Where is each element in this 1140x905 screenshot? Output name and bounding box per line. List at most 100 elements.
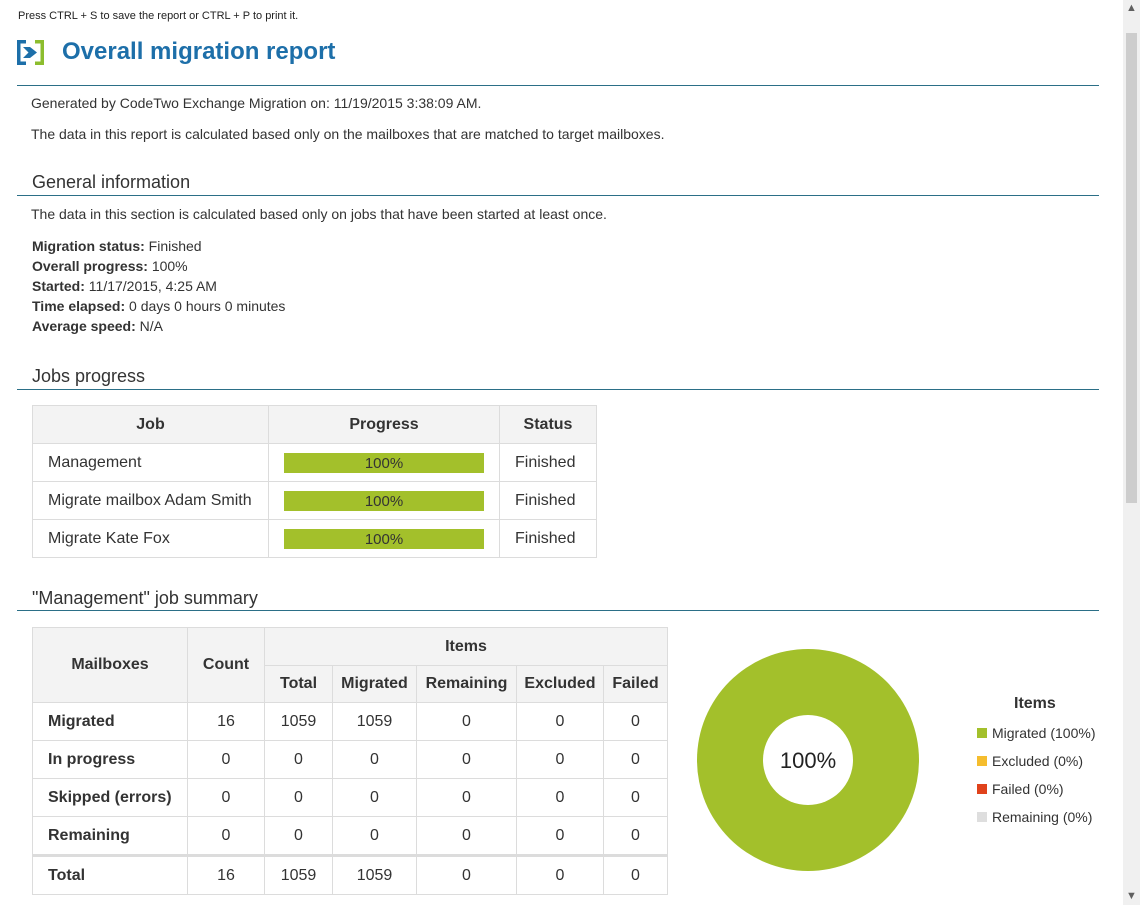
legend-title: Items: [1014, 695, 1056, 712]
job-name: Migrate mailbox Adam Smith: [32, 481, 269, 520]
job-name: Management: [32, 443, 269, 482]
cell: 0: [603, 854, 668, 895]
cell: 1059: [264, 854, 333, 895]
cell: 0: [264, 740, 333, 779]
cell: 0: [416, 778, 517, 817]
cell: 0: [603, 702, 668, 741]
title-divider: [17, 85, 1099, 86]
cell: 0: [332, 778, 417, 817]
table-subheader-row: Total Migrated Remaining Excluded Failed: [33, 665, 668, 703]
table-header-row: Job Progress Status: [32, 405, 597, 444]
progress-fill: [284, 490, 484, 511]
table-row: In progress 0 0 0 0 0 0: [32, 740, 668, 779]
job-summary-heading: "Management" job summary: [32, 588, 258, 608]
chevron-down-icon[interactable]: ▼: [1126, 890, 1137, 902]
col-remaining: Remaining: [416, 665, 517, 703]
average-speed-field: Average speed: N/A: [32, 318, 163, 334]
donut-hole: [763, 715, 853, 805]
job-summary-table: Mailboxes Count Items Total Migrated Rem…: [32, 627, 668, 895]
started-value: 11/17/2015, 4:25 AM: [88, 278, 217, 294]
cell: 0: [603, 778, 668, 817]
table-row: Remaining 0 0 0 0 0 0: [32, 816, 668, 856]
row-label: In progress: [32, 740, 188, 779]
row-label: Remaining: [32, 816, 188, 856]
legend-swatch: [977, 812, 987, 822]
legend-swatch: [977, 784, 987, 794]
vertical-scrollbar[interactable]: ▲ ▼: [1123, 0, 1140, 905]
job-summary-divider: [17, 610, 1099, 611]
save-print-hint: Press CTRL + S to save the report or CTR…: [18, 10, 299, 22]
col-progress: Progress: [268, 405, 500, 444]
job-name: Migrate Kate Fox: [32, 519, 269, 558]
cell: 0: [416, 816, 517, 856]
col-status: Status: [499, 405, 597, 444]
cell: 0: [416, 854, 517, 895]
col-total: Total: [264, 665, 333, 703]
cell: 0: [603, 740, 668, 779]
legend-item-failed: Failed (0%): [977, 781, 1064, 797]
general-info-note: The data in this section is calculated b…: [31, 206, 607, 222]
donut-center-label: 100%: [780, 748, 836, 773]
col-migrated: Migrated: [332, 665, 417, 703]
col-job: Job: [32, 405, 269, 444]
col-failed: Failed: [603, 665, 668, 703]
table-row: Management 100% Finished: [32, 443, 597, 482]
job-status: Finished: [499, 481, 597, 520]
overall-progress-field: Overall progress: 100%: [32, 258, 188, 274]
migration-status-field: Migration status: Finished: [32, 238, 202, 254]
overall-progress-value: 100%: [151, 258, 188, 274]
cell: 0: [516, 854, 604, 895]
cell: 0: [264, 778, 333, 817]
started-field: Started: 11/17/2015, 4:25 AM: [32, 278, 217, 294]
cell: 0: [516, 702, 604, 741]
average-speed-value: N/A: [139, 318, 163, 334]
migration-status-value: Finished: [148, 238, 202, 254]
progress-bar: 100%: [284, 490, 484, 511]
cell: 0: [187, 816, 265, 856]
cell: 0: [187, 778, 265, 817]
job-status: Finished: [499, 443, 597, 482]
generated-text: Generated by CodeTwo Exchange Migration …: [31, 95, 482, 111]
general-info-heading: General information: [32, 172, 191, 192]
general-info-divider: [17, 195, 1099, 196]
job-status: Finished: [499, 519, 597, 558]
cell: 0: [416, 702, 517, 741]
table-row: Migrate Kate Fox 100% Finished: [32, 519, 597, 558]
codetwo-logo-icon: [17, 40, 44, 65]
time-elapsed-field: Time elapsed: 0 days 0 hours 0 minutes: [32, 298, 286, 314]
cell: 0: [516, 816, 604, 856]
jobs-progress-divider: [17, 389, 1099, 390]
cell: 0: [332, 740, 417, 779]
table-row: Migrate mailbox Adam Smith 100% Finished: [32, 481, 597, 520]
progress-bar: 100%: [284, 452, 484, 473]
legend-item-migrated: Migrated (100%): [977, 725, 1096, 741]
col-count: Count: [187, 627, 265, 703]
row-label: Total: [32, 854, 188, 895]
report-note: The data in this report is calculated ba…: [31, 126, 665, 142]
cell: 16: [187, 854, 265, 895]
legend-item-remaining: Remaining (0%): [977, 809, 1092, 825]
cell: 1059: [332, 702, 417, 741]
col-items-group: Items: [264, 627, 668, 666]
legend-swatch: [977, 756, 987, 766]
cell: 1059: [332, 854, 417, 895]
cell: 16: [187, 702, 265, 741]
row-label: Skipped (errors): [32, 778, 188, 817]
chevron-up-icon[interactable]: ▲: [1126, 2, 1137, 14]
table-row: Migrated 16 1059 1059 0 0 0: [32, 702, 668, 741]
scrollbar-thumb[interactable]: [1126, 33, 1137, 503]
col-mailboxes: Mailboxes: [32, 627, 188, 703]
items-donut-chart: 100%: [697, 649, 919, 871]
legend-swatch: [977, 728, 987, 738]
progress-label: 100%: [364, 454, 404, 472]
progress-fill: [284, 528, 484, 549]
cell: 0: [187, 740, 265, 779]
row-label: Migrated: [32, 702, 188, 741]
cell: 1059: [264, 702, 333, 741]
time-elapsed-value: 0 days 0 hours 0 minutes: [129, 298, 286, 314]
progress-label: 100%: [364, 492, 404, 510]
cell: 0: [516, 778, 604, 817]
cell: 0: [416, 740, 517, 779]
progress-bar: 100%: [284, 528, 484, 549]
cell: 0: [332, 816, 417, 856]
